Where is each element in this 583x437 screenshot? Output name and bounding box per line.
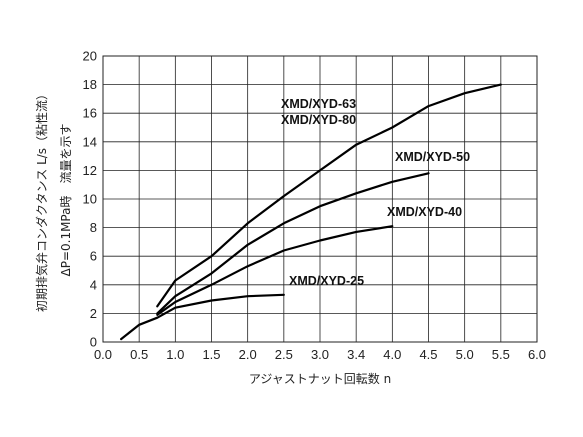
series-label-80: XMD/XYD-80: [281, 113, 356, 127]
series-label-63: XMD/XYD-63: [281, 97, 356, 111]
series-line-0: [120, 293, 285, 341]
y-tick-label: 10: [83, 192, 97, 207]
y-axis-title-line-1: 初期排気弁コンダクタンス L/s（粘性流）: [34, 88, 49, 312]
y-tick-label: 12: [83, 163, 97, 178]
series-label-25: XMD/XYD-25: [289, 274, 364, 288]
x-tick-label: 2.5: [275, 347, 293, 362]
series-label-50: XMD/XYD-50: [395, 150, 470, 164]
x-tick-label: 3.0: [311, 347, 329, 362]
x-tick-label: 5.0: [456, 347, 474, 362]
y-tick-label: 6: [90, 249, 97, 264]
y-axis-ticks: 0 2 4 6 8 10 12 14 16 18 20: [83, 49, 97, 350]
x-tick-label: 6.0: [528, 347, 546, 362]
x-tick-label: 2.0: [239, 347, 257, 362]
x-tick-label: 4.5: [419, 347, 437, 362]
x-tick-label: 0.5: [130, 347, 148, 362]
y-tick-label: 14: [83, 134, 97, 149]
x-axis-title: アジャストナット回転数 n: [249, 371, 391, 386]
plot-frame: [102, 55, 538, 343]
x-tick-label: 3.4: [347, 347, 365, 362]
x-tick-label: 0.0: [94, 347, 112, 362]
series-lines: [120, 83, 502, 341]
y-tick-label: 8: [90, 220, 97, 235]
series-line-1: [156, 225, 394, 316]
y-tick-label: 0: [90, 335, 97, 350]
y-tick-label: 2: [90, 306, 97, 321]
x-tick-label: 1.0: [166, 347, 184, 362]
y-tick-label: 4: [90, 277, 97, 292]
y-tick-label: 18: [83, 77, 97, 92]
x-tick-label: 5.5: [492, 347, 510, 362]
x-tick-label: 1.5: [202, 347, 220, 362]
y-axis-title-line-2: ΔP=0.1MPa時 流量を示す: [59, 124, 73, 277]
series-line-3: [156, 83, 502, 308]
series-line-2: [156, 172, 430, 315]
y-tick-label: 20: [83, 49, 97, 64]
y-tick-label: 16: [83, 106, 97, 121]
x-axis-ticks: 0.0 0.5 1.0 1.5 2.0 2.5 3.0 3.4 4.0 4.5 5.0 5.5 6.0: [94, 347, 546, 362]
series-label-40: XMD/XYD-40: [387, 205, 462, 219]
x-tick-label: 4.0: [383, 347, 401, 362]
